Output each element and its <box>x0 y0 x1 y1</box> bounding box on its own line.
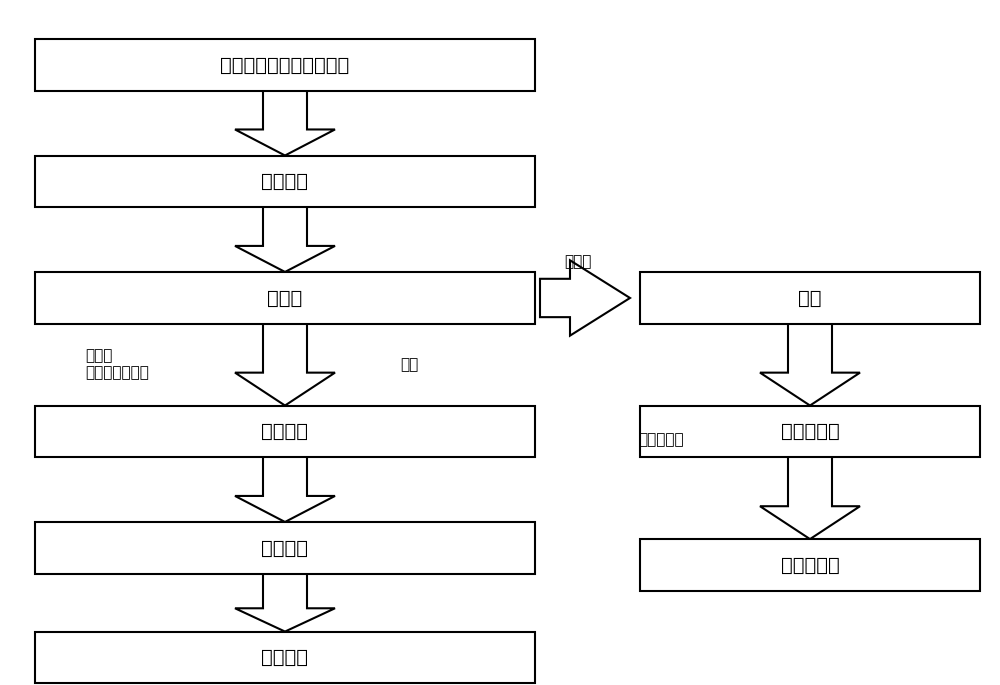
Polygon shape <box>760 323 860 406</box>
Text: 溶剂浸泡: 溶剂浸泡 <box>262 172 308 191</box>
Polygon shape <box>540 260 630 336</box>
Polygon shape <box>235 457 335 522</box>
Polygon shape <box>760 457 860 539</box>
Polygon shape <box>235 207 335 272</box>
Text: 高纯度铜片: 高纯度铜片 <box>781 556 839 575</box>
Bar <box>35 632 535 684</box>
Text: 高碳石墨: 高碳石墨 <box>262 648 308 667</box>
Polygon shape <box>235 323 335 406</box>
Text: 筛下物
加入氧化剂反应: 筛下物 加入氧化剂反应 <box>85 348 149 381</box>
Text: 高温处理: 高温处理 <box>262 538 308 558</box>
Bar <box>640 406 980 458</box>
Bar <box>640 273 980 324</box>
Text: 筛上物: 筛上物 <box>564 254 592 269</box>
Polygon shape <box>235 573 335 632</box>
Bar <box>35 156 535 207</box>
Text: 超声波清洗: 超声波清洗 <box>781 422 839 441</box>
Polygon shape <box>235 90 335 155</box>
Bar <box>35 273 535 324</box>
Bar <box>35 522 535 574</box>
Text: 洗涤，烘干: 洗涤，烘干 <box>638 432 684 447</box>
Bar <box>35 39 535 90</box>
Text: 废旧锂离子电池负极材料: 废旧锂离子电池负极材料 <box>220 55 350 75</box>
Text: 过滤: 过滤 <box>400 357 418 372</box>
Text: 石墨产品: 石墨产品 <box>262 422 308 441</box>
Text: 铜片: 铜片 <box>798 288 822 308</box>
Bar <box>35 406 535 458</box>
Text: 隔离筛: 隔离筛 <box>267 288 303 308</box>
Bar <box>640 540 980 590</box>
